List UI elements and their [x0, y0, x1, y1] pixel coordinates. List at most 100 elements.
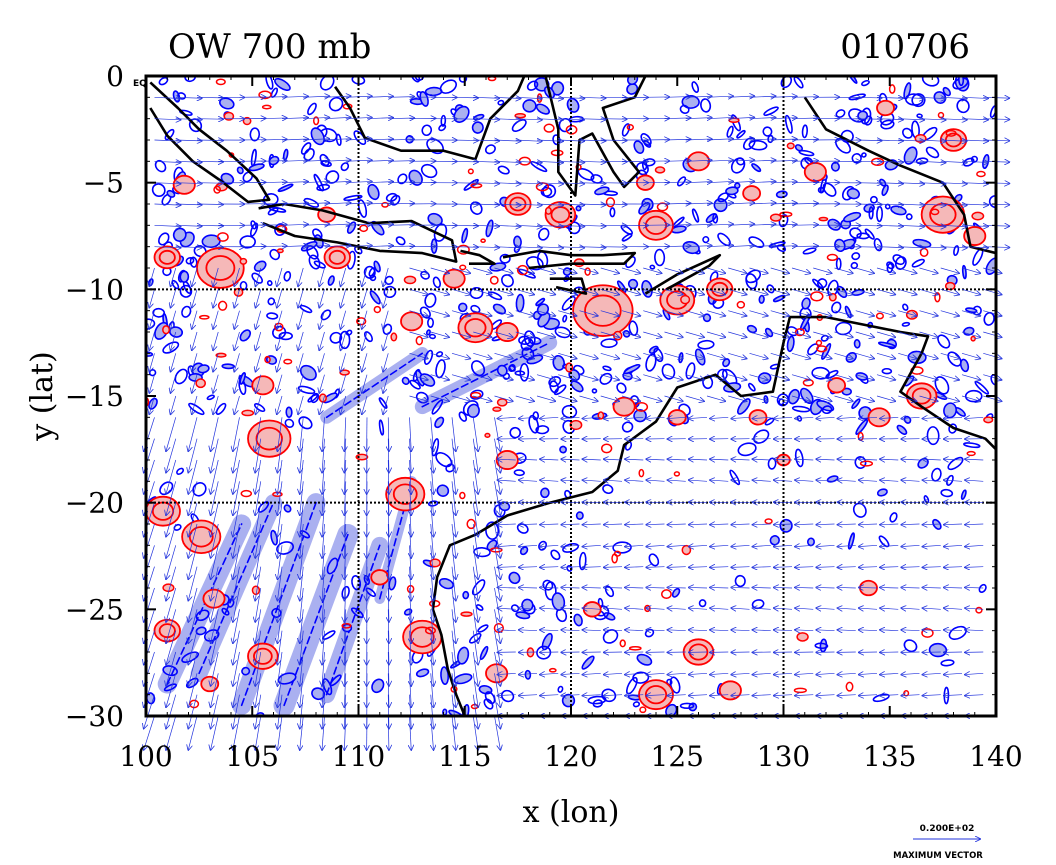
negative-contour-cell	[221, 607, 230, 616]
negative-contour-cell	[283, 270, 292, 282]
y-tick-label: −20	[65, 487, 124, 520]
negative-contour-cell	[616, 382, 627, 394]
wind-vector	[188, 715, 198, 750]
negative-contour-cell	[591, 388, 598, 394]
negative-contour-cell	[310, 127, 325, 146]
negative-contour-cell	[737, 442, 757, 457]
negative-contour-cell	[594, 186, 610, 196]
positive-contour-cell	[195, 378, 206, 389]
negative-contour-cell	[685, 362, 696, 380]
negative-contour-cell	[316, 183, 331, 192]
negative-contour-cell	[801, 124, 808, 139]
positive-contour-outer	[370, 569, 390, 586]
negative-plume-contour	[283, 533, 349, 707]
negative-contour-cell	[864, 228, 875, 240]
negative-contour-cell	[327, 275, 335, 286]
negative-contour-cell	[566, 565, 573, 572]
negative-contour-cell	[522, 99, 537, 113]
negative-contour-cell	[268, 155, 280, 166]
y-axis-label: y (lat)	[25, 351, 60, 441]
negative-contour-cell	[903, 146, 918, 165]
negative-contour-cell	[303, 197, 320, 208]
negative-contour-cell	[846, 187, 861, 200]
negative-contour-cell	[458, 411, 468, 422]
negative-contour-cell	[925, 146, 940, 159]
positive-contour-cell	[514, 112, 527, 119]
negative-contour-cell	[308, 254, 321, 270]
negative-contour-cell	[801, 297, 811, 310]
positive-contour-cell	[489, 275, 499, 285]
negative-contour-cell	[822, 182, 837, 197]
negative-contour-cell	[850, 261, 859, 270]
negative-contour-cell	[368, 267, 376, 277]
negative-contour-cell	[513, 235, 522, 249]
negative-contour-cell	[367, 183, 380, 201]
negative-contour-cell	[329, 674, 342, 687]
negative-contour-cell	[440, 666, 450, 686]
negative-contour-cell	[861, 152, 867, 158]
negative-contour-cell	[557, 685, 564, 693]
negative-contour-cell	[174, 368, 188, 385]
negative-contour-cell	[274, 77, 291, 91]
negative-contour-cell	[654, 248, 666, 267]
positive-contour-inner	[158, 249, 176, 265]
negative-contour-cell	[445, 463, 456, 473]
positive-contour-outer	[202, 588, 226, 609]
negative-contour-cell	[626, 83, 639, 95]
negative-contour-cell	[489, 262, 507, 272]
negative-contour-cell	[928, 642, 948, 658]
negative-contour-cell	[431, 399, 444, 415]
negative-contour-cell	[880, 119, 895, 130]
negative-contour-cell	[953, 245, 960, 257]
negative-contour-cell	[515, 293, 525, 313]
negative-contour-cell	[253, 260, 267, 272]
negative-contour-cell	[427, 500, 439, 507]
wind-vector	[494, 715, 501, 750]
negative-contour-cell	[197, 364, 210, 374]
negative-contour-cell	[725, 186, 739, 196]
negative-contour-cell	[940, 488, 954, 498]
negative-contour-cell	[621, 123, 631, 137]
negative-contour-cell	[849, 227, 862, 239]
negative-contour-cell	[817, 278, 828, 289]
negative-contour-cell	[853, 339, 861, 349]
negative-contour-cell	[519, 363, 530, 382]
positive-contour-inner	[911, 387, 932, 405]
negative-contour-cell	[427, 317, 434, 328]
negative-contour-cell	[649, 264, 656, 270]
positive-contour-cell	[217, 300, 228, 311]
negative-contour-cell	[779, 518, 793, 533]
negative-contour-cell	[435, 452, 453, 468]
negative-contour-cell	[554, 326, 571, 339]
x-tick-label: 130	[757, 740, 810, 773]
positive-contour-outer	[153, 245, 181, 270]
negative-contour-cell	[179, 270, 190, 283]
negative-contour-cell	[712, 213, 719, 224]
negative-contour-cell	[632, 701, 641, 708]
negative-contour-cell	[811, 366, 830, 380]
negative-plume-contour	[198, 501, 275, 675]
negative-contour-cell	[702, 236, 710, 244]
negative-contour-cell	[428, 333, 437, 340]
positive-contour-cell	[251, 585, 261, 596]
negative-contour-cell	[964, 389, 983, 403]
negative-contour-cell	[267, 297, 276, 306]
negative-contour-cell	[326, 557, 339, 575]
negative-contour-cell	[901, 321, 911, 327]
negative-contour-cell	[469, 201, 483, 215]
negative-contour-cell	[528, 414, 540, 434]
negative-contour-cell	[736, 129, 746, 139]
negative-contour-cell	[520, 337, 534, 351]
negative-contour-cell	[371, 678, 385, 694]
negative-contour-cell	[462, 590, 470, 600]
negative-contour-cell	[276, 541, 294, 555]
negative-contour-cell	[351, 575, 362, 591]
x-tick-label: 140	[969, 740, 1022, 773]
negative-contour-cell	[746, 324, 758, 334]
negative-contour-cell	[621, 421, 634, 433]
positive-contour-cell	[424, 626, 436, 635]
negative-contour-cell	[189, 256, 198, 268]
positive-contour-outer	[876, 99, 895, 117]
negative-contour-cell	[278, 331, 293, 341]
negative-contour-cell	[151, 183, 166, 198]
